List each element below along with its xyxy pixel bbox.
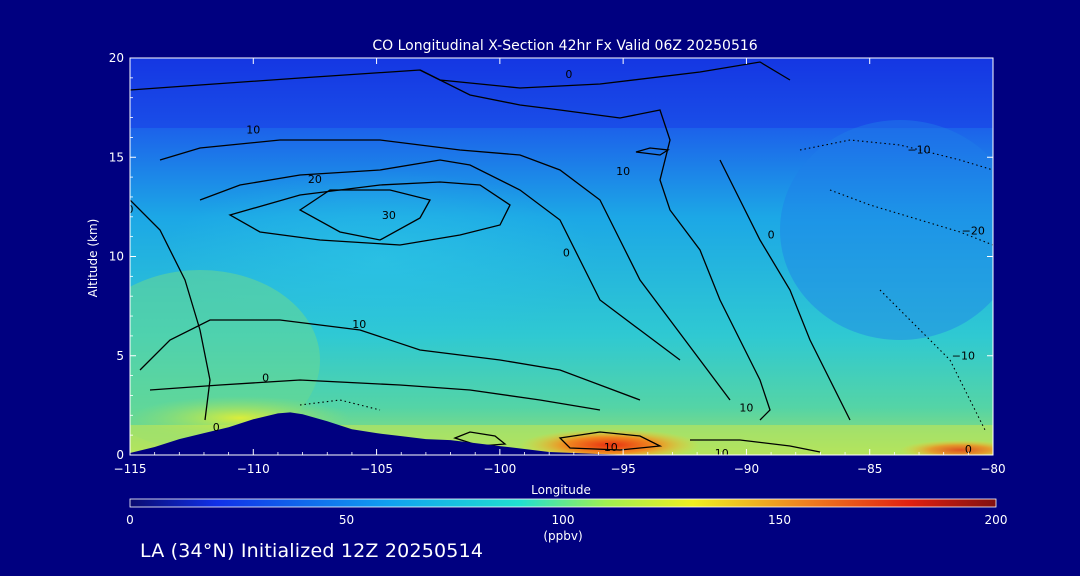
contour-labels: 0 10 20 30 10 0 0 0 10 0 0 10 10 10 0 −10 −20 −10 [127,68,985,460]
contour-surface-east [690,439,821,453]
contour-value-label: 0 [262,372,269,385]
contour-value-label: 0 [213,421,220,434]
contour-10-outer [130,69,771,421]
colorbar-ticks: 0 50 100 150 200 [126,513,1007,527]
dotted-contours [299,139,993,431]
y-axis-label: Altitude (km) [86,219,100,298]
contour-neg-west [299,399,381,411]
y-tick-label: 10 [109,250,124,264]
contour-value-label: −20 [962,225,985,238]
contour-value-label: 0 [563,247,570,260]
contour-value-label: 0 [768,229,775,242]
contour-20 [199,159,681,361]
contour-mid-10 [139,319,641,401]
contour-value-label: 0 [565,68,572,81]
solid-contours [130,61,851,453]
chart-title: CO Longitudinal X-Section 42hr Fx Valid … [372,38,757,54]
colorbar-tick-label: 150 [768,513,791,527]
x-tick-label: −100 [483,462,516,476]
plot-area: 0 10 20 30 10 0 0 0 10 0 0 10 10 10 0 −10 −20 −10 [127,58,993,460]
contour-value-label: 0 [127,203,134,216]
contour-value-label: 30 [382,209,396,222]
run-info-footer: LA (34°N) Initialized 12Z 20250514 [140,540,484,562]
x-tick-label: −105 [360,462,393,476]
x-tick-label: −85 [857,462,882,476]
contour-west-0 [130,199,211,421]
contour-value-label: 10 [715,447,729,460]
colorbar-tick-label: 50 [339,513,354,527]
contour-neg20 [829,189,993,246]
y-axis-ticks: 0 5 10 15 20 [109,51,993,462]
contour-value-label: 10 [246,123,260,136]
x-tick-label: −110 [237,462,270,476]
contour-10-inner [159,139,731,401]
contour-surface-10 [558,431,663,451]
contour-value-label: 10 [616,165,630,178]
contour-value-label: 10 [739,401,753,414]
x-tick-label: −95 [610,462,635,476]
contour-value-label: 10 [352,318,366,331]
east-mid-level-region [780,120,993,340]
contour-low-0 [149,379,601,411]
upper-low-co-band [130,58,993,128]
colorbar-units: (ppbv) [543,529,582,543]
contour-value-label: 20 [308,173,322,186]
contour-value-label: −10 [907,143,930,156]
x-axis-ticks: −115 −110 −105 −100 −95 −90 −85 −80 [114,58,1006,476]
east-surface-high-co [900,440,993,455]
contour-east-0 [719,159,851,421]
y-tick-label: 5 [116,349,124,363]
colorbar [129,498,997,508]
y-tick-label: 0 [116,448,124,462]
contour-value-label: 0 [965,443,972,456]
x-axis-label: Longitude [531,483,591,497]
x-tick-label: −115 [114,462,147,476]
x-tick-label: −80 [980,462,1005,476]
y-tick-label: 15 [109,150,124,164]
surface-max-co-hotspot [520,429,700,455]
terrain-mask [130,412,993,455]
contour-value-label: 10 [604,441,618,454]
colorbar-tick-label: 0 [126,513,134,527]
colorbar-tick-label: 200 [985,513,1008,527]
contour-30-ring-inner [298,189,431,241]
contour-30-ring-outer [228,181,511,246]
y-tick-label: 20 [109,51,124,65]
colorbar-tick-label: 100 [552,513,575,527]
x-tick-label: −90 [734,462,759,476]
contour-value-label: −10 [952,350,975,363]
contour-small-ring-2 [635,147,670,156]
